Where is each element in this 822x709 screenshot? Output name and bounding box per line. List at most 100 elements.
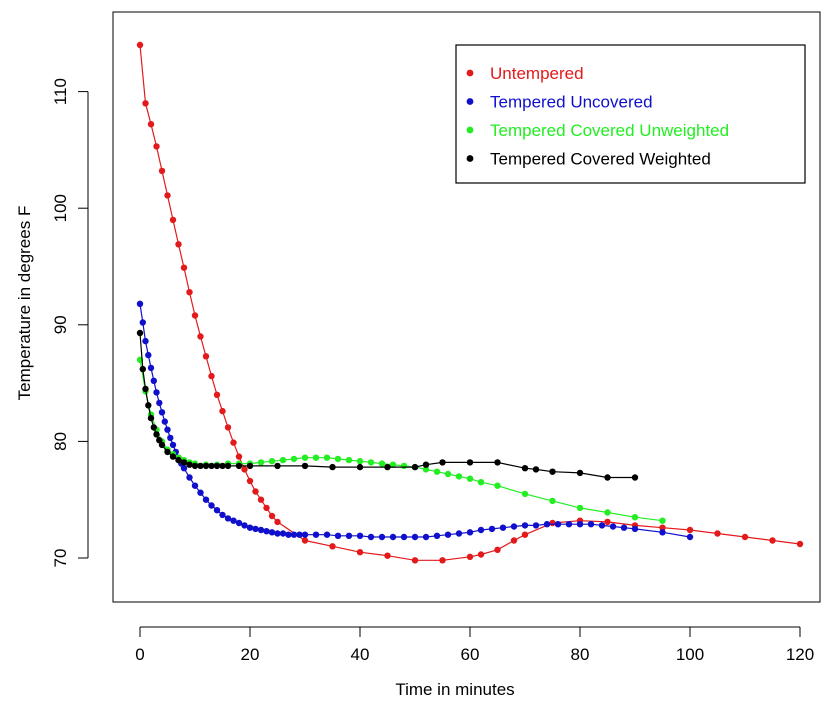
- data-point: [769, 537, 776, 544]
- data-point: [180, 264, 188, 271]
- data-point: [296, 531, 303, 538]
- data-point: [587, 521, 595, 528]
- data-point: [494, 546, 501, 553]
- data-point: [169, 453, 177, 460]
- data-point: [741, 533, 749, 541]
- data-point: [142, 337, 149, 345]
- data-point: [576, 504, 584, 512]
- data-point: [334, 532, 342, 539]
- series-line: [139, 332, 635, 479]
- data-point: [455, 530, 463, 537]
- x-tick-label: 60: [461, 645, 480, 664]
- data-point: [224, 462, 232, 470]
- data-point: [466, 459, 474, 466]
- data-point: [422, 533, 430, 541]
- legend-box: [455, 44, 806, 184]
- data-point: [356, 463, 364, 471]
- data-point: [384, 463, 391, 471]
- data-point: [400, 462, 408, 470]
- data-point: [147, 364, 155, 372]
- data-point: [169, 441, 177, 449]
- x-tick-label: 100: [676, 645, 704, 664]
- data-point: [263, 528, 270, 535]
- data-point: [521, 490, 529, 498]
- data-point: [521, 465, 529, 472]
- data-point: [466, 475, 474, 482]
- data-point: [279, 530, 287, 537]
- data-point: [161, 418, 168, 425]
- data-point: [433, 532, 441, 539]
- data-point: [158, 167, 166, 175]
- y-tick-label: 110: [51, 78, 70, 105]
- data-point: [576, 469, 584, 477]
- data-point: [246, 524, 254, 531]
- data-point: [164, 426, 171, 433]
- data-point: [312, 454, 320, 461]
- data-point: [230, 439, 237, 446]
- legend-marker: [466, 98, 474, 105]
- data-point: [274, 530, 281, 537]
- data-point: [274, 462, 281, 470]
- data-point: [219, 462, 226, 470]
- data-point: [543, 521, 551, 528]
- legend: Untempered Tempered Uncovered Tempered Cov…: [455, 44, 806, 184]
- data-point: [532, 522, 540, 529]
- legend-marker: [466, 155, 474, 162]
- data-point: [180, 465, 188, 472]
- data-point: [230, 517, 237, 524]
- data-point: [213, 462, 221, 470]
- data-point: [301, 454, 309, 461]
- x-axis-title: Time in minutes: [395, 680, 514, 699]
- data-point: [499, 524, 507, 531]
- data-point: [411, 557, 419, 564]
- x-tick-label: 0: [135, 645, 144, 664]
- data-point: [312, 531, 320, 538]
- data-point: [422, 466, 430, 473]
- data-point: [384, 552, 391, 559]
- legend-label: Tempered Covered Unweighted: [490, 121, 729, 140]
- data-point: [323, 531, 331, 538]
- data-point: [268, 458, 276, 465]
- data-point: [136, 329, 144, 337]
- data-point: [208, 462, 215, 470]
- data-point: [197, 489, 204, 496]
- data-point: [329, 543, 336, 550]
- data-point: [439, 459, 446, 466]
- data-point: [455, 473, 463, 480]
- data-point: [301, 537, 309, 544]
- data-point: [659, 529, 666, 536]
- data-point: [241, 466, 248, 473]
- data-point: [246, 477, 254, 485]
- data-point: [208, 502, 215, 509]
- data-point: [150, 377, 157, 384]
- data-point: [510, 537, 518, 544]
- data-point: [290, 531, 298, 538]
- data-point: [389, 533, 397, 541]
- data-point: [158, 441, 166, 449]
- data-point: [301, 531, 309, 538]
- series-line: [139, 359, 663, 522]
- data-point: [150, 424, 157, 431]
- data-point: [279, 456, 287, 464]
- data-point: [235, 519, 243, 527]
- data-point: [156, 399, 163, 407]
- data-point: [208, 372, 215, 380]
- data-point: [180, 459, 188, 466]
- data-point: [147, 121, 155, 128]
- data-point: [252, 488, 259, 495]
- x-tick-label: 80: [571, 645, 590, 664]
- data-point: [378, 533, 386, 541]
- data-point: [356, 549, 364, 556]
- data-point: [246, 462, 254, 470]
- data-point: [549, 497, 556, 505]
- data-point: [142, 100, 149, 107]
- data-point: [186, 474, 193, 481]
- data-point: [609, 523, 617, 530]
- data-point: [197, 462, 204, 470]
- data-point: [400, 533, 408, 541]
- data-point: [521, 522, 529, 529]
- data-point: [235, 453, 243, 460]
- data-point: [714, 530, 721, 537]
- data-point: [411, 463, 419, 471]
- data-point: [197, 333, 204, 340]
